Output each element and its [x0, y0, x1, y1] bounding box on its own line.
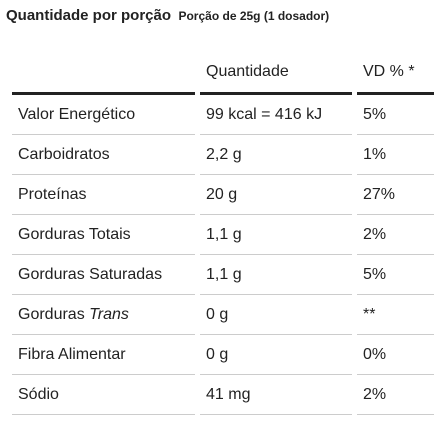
- header: Quantidade por porção Porção de 25g (1 d…: [6, 7, 329, 25]
- row: Valor Energético 99 kcal = 416 kJ 5%: [12, 95, 434, 135]
- row: Gorduras Trans 0 g **: [12, 295, 434, 335]
- column-header: VD % *: [357, 52, 434, 95]
- row: Gorduras Totais 1,1 g 2%: [12, 215, 434, 255]
- cell: 0 g: [200, 335, 352, 375]
- cell: Sódio: [12, 375, 195, 415]
- nutrition-table: Quantidade VD % * Valor Energético 99 kcal…: [7, 52, 439, 415]
- cell: Carboidratos: [12, 135, 195, 175]
- cell-text: Gorduras: [18, 305, 85, 323]
- cell: Proteínas: [12, 175, 195, 215]
- row: Proteínas 20 g 27%: [12, 175, 434, 215]
- cell: 1%: [357, 135, 434, 175]
- header-row: Quantidade VD % *: [12, 52, 434, 95]
- row: Fibra Alimentar 0 g 0%: [12, 335, 434, 375]
- cell: **: [357, 295, 434, 335]
- cell: Gorduras Trans: [12, 295, 195, 335]
- cell-emphasis: Trans: [89, 305, 129, 323]
- column-header: [12, 52, 195, 95]
- cell: 20 g: [200, 175, 352, 215]
- cell: 41 mg: [200, 375, 352, 415]
- cell: 2%: [357, 375, 434, 415]
- cell: 5%: [357, 95, 434, 135]
- cell: 1,1 g: [200, 255, 352, 295]
- cell: 1,1 g: [200, 215, 352, 255]
- cell: 5%: [357, 255, 434, 295]
- cell: Fibra Alimentar: [12, 335, 195, 375]
- serving-size: Porção de 25g (1 dosador): [178, 9, 330, 23]
- cell: 2,2 g: [200, 135, 352, 175]
- cell: 27%: [357, 175, 434, 215]
- cell: 0%: [357, 335, 434, 375]
- cell: Valor Energético: [12, 95, 195, 135]
- cell: 2%: [357, 215, 434, 255]
- cell: Gorduras Totais: [12, 215, 195, 255]
- row: Carboidratos 2,2 g 1%: [12, 135, 434, 175]
- row: Gorduras Saturadas 1,1 g 5%: [12, 255, 434, 295]
- column-header: Quantidade: [200, 52, 352, 95]
- cell: 99 kcal = 416 kJ: [200, 95, 352, 135]
- cell: 0 g: [200, 295, 352, 335]
- title: Quantidade por porção: [6, 7, 172, 24]
- cell: Gorduras Saturadas: [12, 255, 195, 295]
- row: Sódio 41 mg 2%: [12, 375, 434, 415]
